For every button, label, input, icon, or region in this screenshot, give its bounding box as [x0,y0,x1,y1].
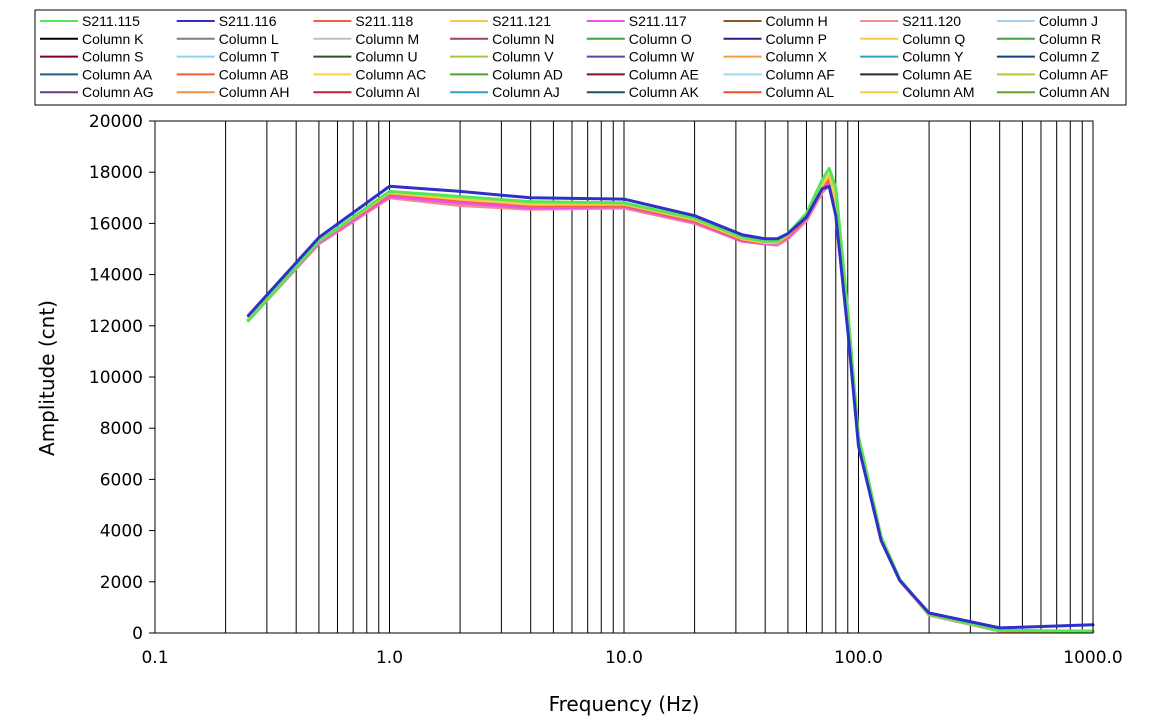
gridlines [225,121,1083,633]
legend-label: Column AF [1039,66,1108,82]
legend-label: Column AB [219,66,289,82]
legend-box [34,9,1127,106]
legend-label: Column AK [629,84,700,100]
legend-label: S211.118 [355,13,413,29]
legend: S211.115 S211.116 S211.118 S211.121 S211.117… [34,9,1127,106]
legend-label: Column AC [355,66,426,82]
legend-label: Column AE [629,66,699,82]
y-tick-label: 0 [132,624,143,644]
y-axis-ticks: 0 2000 4000 6000 8000 10000 12000 14000 16000 180… [89,112,155,644]
y-tick-label: 2000 [100,573,143,593]
legend-label: Column Y [902,49,964,65]
legend-label: Column AL [766,84,835,100]
x-tick-label: 1.0 [376,648,403,668]
legend-label: Column AI [355,84,420,100]
series-lines [246,166,1095,633]
plot-area [154,120,1095,634]
legend-label: Column J [1039,13,1098,29]
legend-label: Column M [355,31,419,47]
y-tick-label: 10000 [89,368,143,388]
legend-label: Column V [492,49,554,65]
x-tick-label: 0.1 [141,648,168,668]
legend-label: Column T [219,49,280,65]
y-tick-label: 8000 [100,419,143,439]
legend-label: Column AJ [492,84,560,100]
series-line-s211-115 [246,166,1095,633]
legend-label: Column L [219,31,279,47]
legend-label: S211.116 [219,13,277,29]
y-tick-label: 20000 [89,112,143,132]
legend-label: Column O [629,31,692,47]
x-tick-label: 1000.0 [1063,648,1122,668]
y-tick-label: 14000 [89,266,143,286]
legend-label: S211.120 [902,13,961,29]
legend-label: Column S [82,49,143,65]
legend-label: S211.121 [492,13,551,29]
legend-label: Column X [766,49,828,65]
legend-label: S211.115 [82,13,140,29]
series-line-s211-116 [246,184,1095,630]
legend-label: Column R [1039,31,1101,47]
legend-label: Column H [766,13,828,29]
legend-label: Column P [766,31,827,47]
legend-label: Column K [82,31,144,47]
y-tick-label: 12000 [89,317,143,337]
legend-label: Column AH [219,84,290,100]
y-tick-label: 18000 [89,163,143,183]
y-tick-label: 4000 [100,522,143,542]
legend-label: Column AA [82,66,153,82]
series-line-s211-120 [246,183,1095,633]
legend-label: Column AF [766,66,835,82]
legend-label: Column AE [902,66,972,82]
series-line-s211-117 [246,179,1095,633]
series-line-s211-121 [246,173,1095,633]
legend-label: Column Z [1039,49,1100,65]
x-tick-label: 100.0 [834,648,883,668]
y-tick-label: 6000 [100,470,143,490]
legend-label: Column N [492,31,554,47]
legend-label: Column U [355,49,417,65]
y-tick-label: 16000 [89,214,143,234]
legend-label: S211.117 [629,13,687,29]
legend-label: Column AN [1039,84,1110,100]
legend-label: Column AG [82,84,154,100]
x-tick-label: 10.0 [605,648,643,668]
legend-label: Column Q [902,31,965,47]
x-axis-title: Frequency (Hz) [549,692,700,716]
legend-label: Column AM [902,84,974,100]
y-axis-title: Amplitude (cnt) [35,300,59,456]
series-line-s211-118 [246,177,1095,633]
legend-label: Column W [629,49,695,65]
x-axis-ticks: 0.1 1.0 10.0 100.0 1000.0 [141,648,1122,668]
legend-label: Column AD [492,66,563,82]
